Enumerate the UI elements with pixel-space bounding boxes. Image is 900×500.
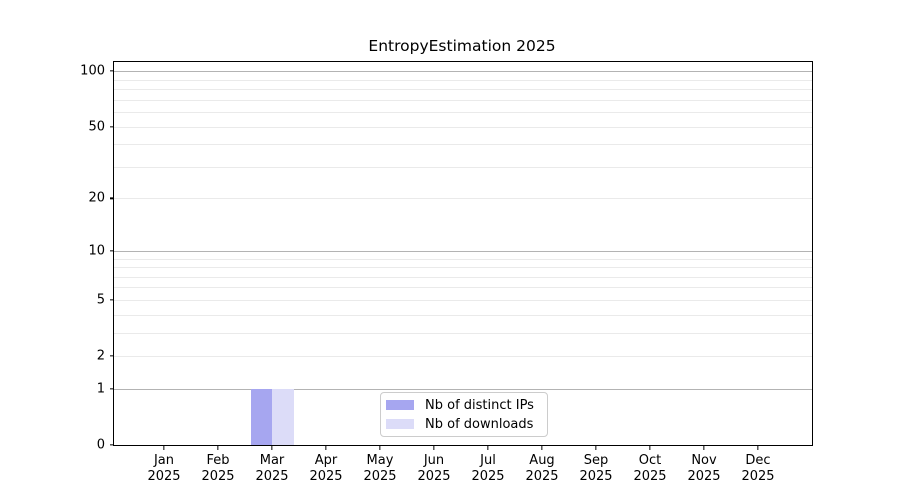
y-gridline-minor [114, 89, 812, 91]
y-gridline-minor [114, 267, 812, 269]
x-tick-mark [757, 445, 759, 450]
legend-swatch-distinct-ips-icon [386, 399, 414, 411]
y-tick-label: 2 [96, 348, 105, 364]
x-tick-year: 2025 [363, 469, 397, 484]
x-tick-month: Feb [206, 453, 230, 468]
legend-swatch-downloads-icon [386, 418, 414, 430]
y-gridline-minor [114, 299, 812, 301]
x-tick-mark [487, 445, 489, 450]
x-tick-year: 2025 [309, 469, 343, 484]
x-tick-mark [325, 445, 327, 450]
x-tick-year: 2025 [741, 469, 775, 484]
y-tick-mark [109, 197, 114, 200]
x-tick-mark [163, 445, 165, 450]
x-tick-year: 2025 [687, 469, 721, 484]
x-tick-year: 2025 [417, 469, 451, 484]
x-tick-year: 2025 [471, 469, 505, 484]
x-tick-month: Apr [314, 453, 338, 468]
y-tick-label: 10 [88, 243, 105, 259]
bar-distinct-ips [250, 388, 272, 445]
x-tick-month: Sep [583, 453, 609, 468]
x-tick-label: May 2025 [363, 453, 396, 485]
y-tick-mark [109, 444, 114, 446]
x-tick-mark [379, 445, 381, 450]
x-tick-month: May [366, 453, 394, 468]
x-tick-mark [541, 445, 543, 450]
legend-entry-distinct-ips: Nb of distinct IPs [386, 398, 539, 413]
y-gridline-minor [114, 332, 812, 334]
chart-title: EntropyEstimation 2025 [368, 37, 556, 55]
legend-entry-downloads: Nb of downloads [386, 417, 539, 432]
y-gridline-major [114, 250, 812, 252]
x-tick-label: Dec 2025 [741, 453, 774, 485]
y-gridline-minor [114, 79, 812, 81]
bar-downloads [272, 388, 294, 445]
y-gridline-major [114, 71, 812, 73]
x-tick-year: 2025 [579, 469, 613, 484]
y-gridline-minor [114, 287, 812, 289]
y-tick-mark [109, 388, 114, 390]
x-tick-year: 2025 [255, 469, 289, 484]
x-tick-month: Oct [638, 453, 662, 468]
plot-area: Nb of distinct IPs Nb of downloads 0 1 2 5 1… [80, 61, 813, 484]
x-tick-label: Apr 2025 [309, 453, 342, 485]
x-tick-month: Jun [423, 453, 445, 468]
x-tick-label: Jul 2025 [471, 453, 504, 485]
y-gridline-minor [114, 166, 812, 168]
legend-label-downloads: Nb of downloads [425, 416, 534, 432]
x-tick-year: 2025 [147, 469, 181, 484]
x-tick-label: Jun 2025 [417, 453, 450, 485]
y-tick-mark [109, 299, 114, 301]
y-gridline-minor [114, 198, 812, 200]
y-tick-label: 50 [88, 119, 105, 135]
y-gridline-minor [114, 314, 812, 316]
x-tick-label: Jan 2025 [147, 453, 180, 485]
y-tick-label: 1 [96, 381, 105, 397]
x-tick-mark [703, 445, 705, 450]
y-tick-label: 100 [80, 63, 105, 79]
x-tick-month: Dec [745, 453, 771, 468]
x-tick-month: Mar [259, 453, 285, 468]
y-tick-mark [109, 125, 114, 128]
y-tick-mark [109, 70, 114, 72]
y-tick-mark [109, 250, 114, 252]
y-gridline-minor [114, 356, 812, 358]
y-tick-label: 20 [88, 190, 105, 206]
y-tick-label: 0 [96, 437, 105, 453]
y-gridline-minor [114, 258, 812, 260]
x-tick-label: Nov 2025 [687, 453, 720, 485]
x-tick-year: 2025 [633, 469, 667, 484]
x-tick-label: Mar 2025 [255, 453, 288, 485]
y-gridline-major [114, 388, 812, 390]
x-tick-label: Sep 2025 [579, 453, 612, 485]
x-tick-month: Aug [529, 453, 555, 468]
x-tick-month: Nov [691, 453, 717, 468]
x-tick-label: Feb 2025 [201, 453, 234, 485]
x-tick-mark [217, 445, 219, 450]
x-tick-label: Oct 2025 [633, 453, 666, 485]
x-tick-label: Aug 2025 [525, 453, 558, 485]
y-gridline-minor [114, 126, 812, 128]
y-tick-label: 5 [96, 292, 105, 308]
y-gridline-minor [114, 144, 812, 146]
legend-label-distinct-ips: Nb of distinct IPs [425, 397, 534, 413]
x-tick-mark [649, 445, 651, 450]
y-gridline-minor [114, 99, 812, 101]
y-tick-mark [109, 355, 114, 357]
x-tick-year: 2025 [525, 469, 559, 484]
y-gridline-minor [114, 112, 812, 114]
x-tick-mark [433, 445, 435, 450]
x-tick-year: 2025 [201, 469, 235, 484]
x-tick-month: Jul [480, 453, 496, 468]
x-tick-month: Jan [153, 453, 175, 468]
legend: Nb of distinct IPs Nb of downloads [380, 392, 548, 437]
y-gridline-minor [114, 276, 812, 278]
x-tick-mark [595, 445, 597, 450]
x-tick-mark [271, 445, 273, 450]
